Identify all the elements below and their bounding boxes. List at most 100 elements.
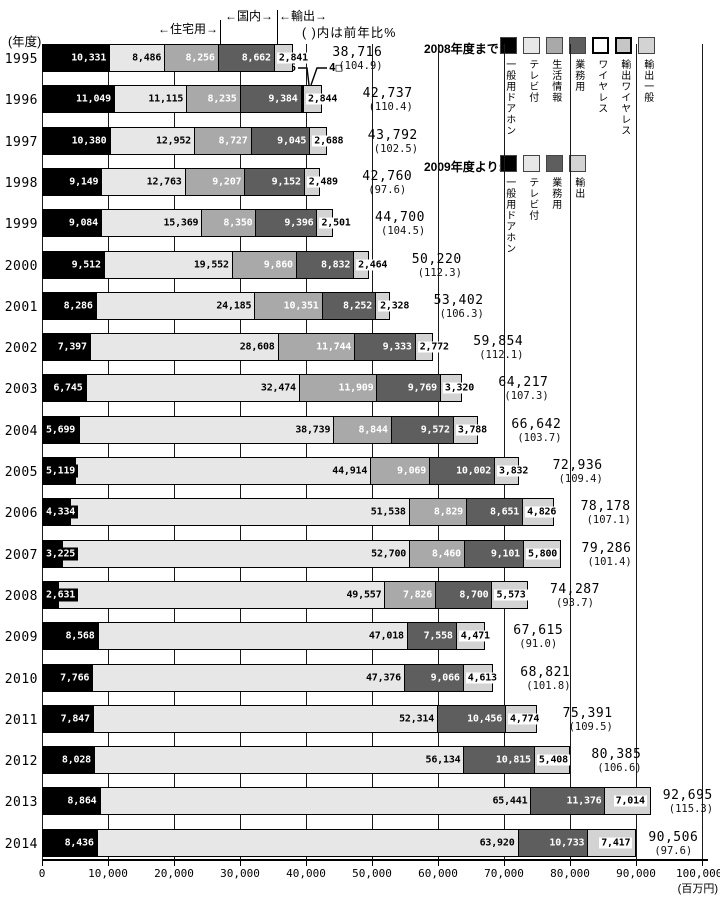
legend-item-label: テレビ付	[526, 59, 538, 103]
bar-segment: 9,152	[244, 167, 305, 196]
legend-item: テレビ付	[520, 155, 543, 221]
legend-item-label: 輸出一般	[641, 59, 653, 103]
segment-value-label: 3,320	[442, 382, 477, 394]
segment-value-label: 8,286	[63, 300, 93, 312]
segment-value-label: 8,252	[342, 300, 373, 312]
bar-segment: 2,841	[273, 44, 310, 72]
total-label: 42,737	[362, 86, 413, 102]
segment-value-label: 8,832	[321, 259, 351, 270]
total-label: 67,615	[513, 623, 564, 639]
segment-value-label: 52,700	[371, 548, 407, 560]
segment-value-label: 7,014	[613, 795, 647, 807]
segment-value-label: 7,766	[60, 672, 90, 683]
bar-segment: 8,252	[321, 291, 377, 320]
bar-row: 2,631 49,557 7,826 8,700 5,573	[42, 580, 529, 609]
bar-segment: 2,328	[375, 291, 412, 320]
legend-item-label: テレビ付	[526, 177, 538, 221]
x-tick-label: 60,000	[418, 867, 458, 880]
total-label: 43,792	[367, 127, 418, 143]
segment-value-label: 11,744	[316, 341, 352, 353]
year-label: 2012	[4, 754, 38, 770]
segment-value-label: 9,512	[71, 259, 101, 270]
bar-segment: 2,772	[414, 333, 451, 362]
x-tick-label: 100,000	[676, 867, 720, 880]
bar-segment: 47,376	[92, 663, 405, 692]
segment-value-label: 5,408	[536, 754, 570, 766]
segment-value-label: 11,909	[338, 382, 374, 394]
total-label: 53,402	[433, 292, 484, 308]
legend-swatch	[500, 37, 517, 54]
bar-row: 7,766 47,376 9,066 4,613	[42, 663, 499, 692]
bar-segment: 8,651	[466, 498, 524, 527]
legend-swatch	[523, 155, 540, 172]
yoy-label: (107.3)	[504, 390, 549, 403]
bar-row: 9,512 19,552 9,860 8,832 2,464	[42, 250, 390, 279]
total-label: 90,506	[648, 829, 699, 845]
yoy-label: (106.6)	[597, 762, 642, 775]
bar-segment: 8,350	[201, 209, 257, 238]
segment-value-label: 10,815	[495, 754, 531, 766]
segment-value-label: 8,844	[358, 424, 388, 436]
legend-item: 輸出	[566, 155, 589, 199]
gridline	[42, 44, 43, 860]
bar-segment: 12,952	[109, 126, 195, 155]
bar-segment: 19,552	[103, 250, 233, 279]
bar-segment: 4,774	[505, 704, 542, 733]
annotation-exports: ←輸出→	[279, 9, 328, 23]
bar-segment: 52,314	[92, 704, 439, 733]
legend-item-label: 業務用	[572, 59, 584, 92]
bar-segment: 52,700	[62, 539, 411, 568]
segment-value-label: 4,826	[525, 506, 559, 518]
yoy-note: ( )内は前年比%	[302, 26, 397, 40]
yoy-label: (107.1)	[586, 514, 631, 527]
segment-value-label: 38,739	[295, 424, 331, 436]
segment-value-label: 10,380	[71, 135, 107, 147]
year-label: 2006	[4, 506, 38, 522]
bar-segment: 49,557	[58, 580, 386, 609]
segment-value-label: 12,763	[146, 176, 182, 188]
total-label: 42,760	[362, 168, 413, 184]
segment-value-label: 24,185	[216, 300, 252, 312]
bar-segment: 8,700	[435, 580, 493, 609]
bar-segment: 10,456	[437, 704, 507, 733]
segment-value-label: 9,066	[430, 672, 460, 683]
bar-segment: 8,727	[193, 126, 252, 155]
segment-value-label: 32,474	[260, 382, 296, 394]
bar-segment: 3,320	[439, 374, 477, 403]
segment-value-label: 52,314	[399, 713, 435, 725]
bar-segment: 8,832	[295, 250, 355, 279]
yoy-label: (93.7)	[556, 596, 594, 609]
bar-segment: 4,334	[42, 498, 79, 527]
bar-segment: 2,489	[303, 167, 340, 196]
bar-segment: 4,826	[522, 498, 559, 527]
bar-row: 10,331 8,486 8,256 8,662 2,841	[42, 44, 310, 72]
segment-value-label: 9,084	[68, 217, 98, 229]
bar-row: 5,119 44,914 9,069 10,002 3,832	[42, 457, 531, 485]
total-label: 78,178	[580, 499, 631, 515]
year-label: 2005	[4, 465, 38, 480]
year-label: 1996	[4, 93, 38, 109]
bar-row: 8,864 65,441 11,376 7,014	[42, 787, 651, 816]
bar-row: 10,380 12,952 8,727 9,045 2,688	[42, 126, 346, 155]
legend-item: 輸出一般	[635, 37, 658, 103]
segment-value-label: 2,844	[306, 93, 340, 105]
yoy-label: (91.0)	[519, 638, 558, 651]
legend-item-label: 輸出	[572, 177, 584, 199]
total-label: 80,385	[591, 747, 642, 763]
yoy-label: (101.8)	[526, 679, 571, 692]
annotation-divider-residential-domestic	[220, 20, 221, 44]
bar-segment: 5,119	[42, 457, 79, 485]
total-label: 75,391	[562, 705, 613, 721]
axis-tick	[108, 861, 109, 866]
yoy-label: (104.5)	[381, 225, 426, 238]
total-label: 44,700	[375, 210, 425, 226]
legend-item-label: 一般用ドアホン	[503, 177, 515, 254]
segment-value-label: 28,608	[239, 341, 275, 353]
gridline	[570, 44, 571, 860]
year-label: 2011	[4, 712, 38, 728]
gridline	[702, 44, 703, 860]
bar-row: 8,028 56,134 10,815 5,408	[42, 746, 570, 775]
x-tick-label: 50,000	[352, 867, 392, 880]
bar-segment: 9,149	[42, 167, 103, 196]
bar-segment: 3,225	[42, 539, 79, 568]
